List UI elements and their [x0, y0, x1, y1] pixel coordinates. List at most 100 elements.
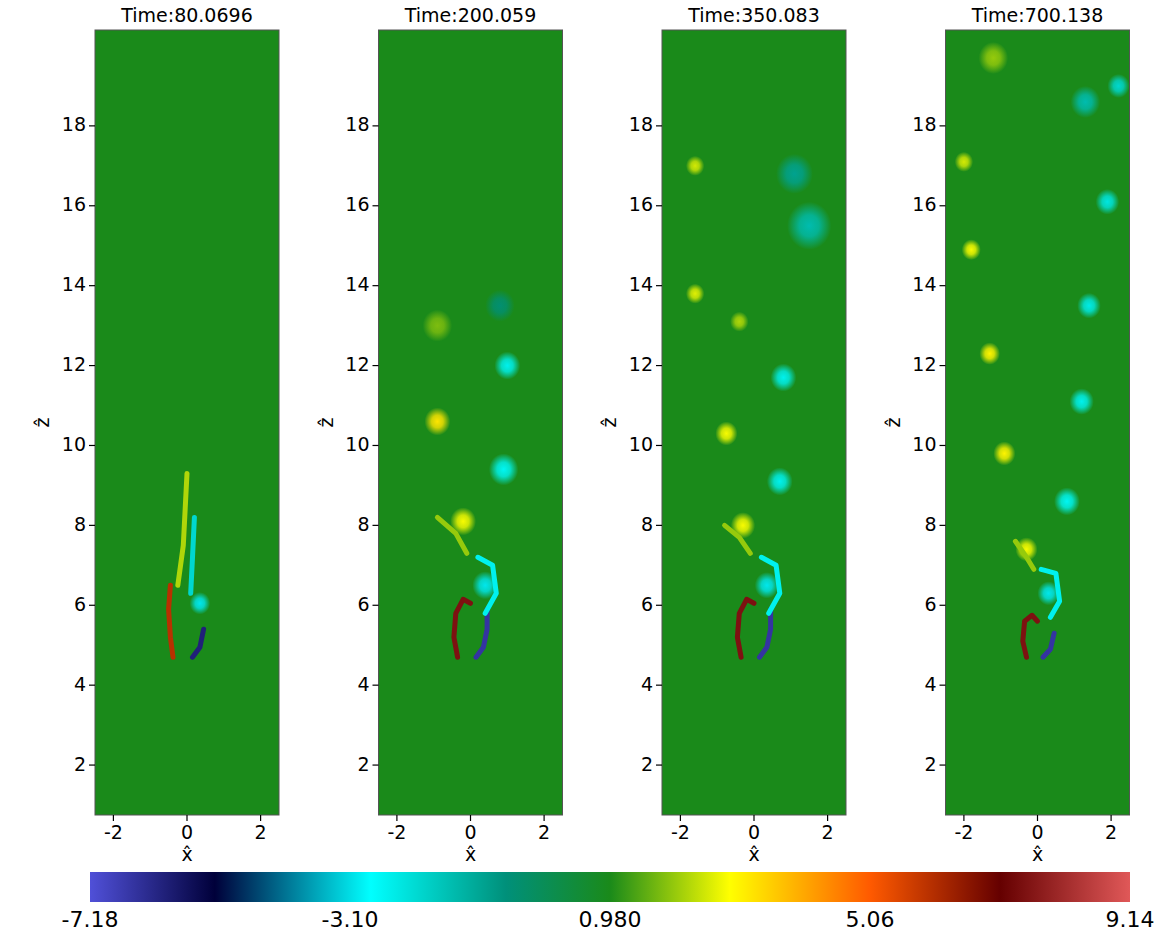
vortex: [1070, 388, 1094, 414]
vortex: [715, 422, 737, 446]
y-tick-label: 14: [629, 273, 653, 295]
vortex: [686, 284, 704, 304]
x-tick-label: 0: [464, 821, 476, 843]
y-tick-label: 2: [357, 753, 369, 775]
colorbar-tick-label: 0.980: [579, 907, 642, 932]
y-axis-title: ẑ: [315, 417, 337, 427]
y-tick: [656, 205, 662, 206]
y-tick: [656, 764, 662, 765]
y-tick: [940, 125, 946, 126]
shear-layer: [169, 585, 173, 657]
y-tick-label: 14: [912, 273, 936, 295]
y-tick: [940, 605, 946, 606]
y-tick-label: 4: [641, 673, 653, 695]
shear-layer: [1043, 633, 1054, 657]
y-tick: [940, 685, 946, 686]
vortex: [787, 202, 831, 250]
y-tick-label: 4: [357, 673, 369, 695]
vortex: [423, 310, 452, 342]
vortex: [979, 42, 1008, 74]
colorbar-tick-label: 9.14: [1106, 907, 1155, 932]
colorbar-tick-label: -3.10: [322, 907, 379, 932]
y-tick: [940, 285, 946, 286]
y-tick: [940, 365, 946, 366]
y-tick-label: 12: [345, 353, 369, 375]
y-tick: [656, 685, 662, 686]
y-tick: [89, 525, 95, 526]
y-axis-title: ẑ: [882, 417, 904, 427]
y-tick: [940, 764, 946, 765]
y-tick-label: 18: [912, 113, 936, 135]
y-tick: [89, 285, 95, 286]
y-tick: [656, 365, 662, 366]
y-tick: [89, 445, 95, 446]
y-tick: [656, 285, 662, 286]
plot-frame: [95, 30, 279, 815]
y-tick: [940, 205, 946, 206]
vortex: [993, 441, 1015, 465]
y-tick: [656, 445, 662, 446]
y-axis-title: ẑ: [31, 417, 53, 427]
x-tick-label: 0: [181, 821, 193, 843]
y-tick-label: 8: [357, 513, 369, 535]
x-tick-label: 0: [1031, 821, 1043, 843]
y-tick-label: 12: [912, 353, 936, 375]
shear-layer: [1041, 569, 1059, 617]
plot-area: [946, 30, 1130, 815]
y-tick-label: 6: [74, 593, 86, 615]
y-tick-label: 14: [62, 273, 86, 295]
vortex: [771, 364, 797, 392]
y-tick: [373, 685, 379, 686]
y-tick-label: 16: [62, 193, 86, 215]
y-tick-label: 18: [62, 113, 86, 135]
plot-frame: [662, 30, 846, 815]
colorbar-tick-label: 5.06: [846, 907, 895, 932]
y-tick-label: 2: [924, 753, 936, 775]
shear-layer: [454, 599, 471, 657]
x-axis-title: x̂: [748, 843, 759, 865]
y-tick-label: 4: [74, 673, 86, 695]
y-tick-label: 16: [912, 193, 936, 215]
vortex: [1096, 189, 1120, 215]
y-tick: [373, 445, 379, 446]
colorbar: [90, 872, 1130, 902]
panel-title: Time:700.138: [971, 4, 1103, 26]
plot-frame: [379, 30, 563, 815]
vortex: [425, 408, 451, 436]
y-tick-label: 2: [641, 753, 653, 775]
shear-layer: [1015, 541, 1033, 569]
y-tick-label: 12: [62, 353, 86, 375]
y-tick-label: 2: [74, 753, 86, 775]
y-tick-label: 18: [345, 113, 369, 135]
panel-title: Time:200.059: [404, 4, 536, 26]
x-axis-title: x̂: [181, 843, 192, 865]
shear-layer: [725, 525, 751, 553]
shear-layer: [1023, 615, 1038, 657]
y-tick: [89, 365, 95, 366]
plot-area: [95, 30, 279, 815]
y-tick-label: 10: [629, 433, 653, 455]
x-tick-label: -2: [104, 821, 123, 843]
y-tick-label: 4: [924, 673, 936, 695]
x-tick-label: 2: [822, 821, 834, 843]
y-tick-label: 6: [641, 593, 653, 615]
x-tick-label: -2: [671, 821, 690, 843]
y-tick-label: 14: [345, 273, 369, 295]
y-tick-label: 16: [629, 193, 653, 215]
vortex: [489, 453, 518, 485]
y-tick-label: 8: [641, 513, 653, 535]
y-tick-label: 10: [912, 433, 936, 455]
shear-layer: [178, 473, 187, 585]
plot-frame: [946, 30, 1130, 815]
y-tick: [656, 125, 662, 126]
panel-title: Time:80.0696: [120, 4, 252, 26]
vortex: [730, 312, 748, 332]
y-tick-label: 16: [345, 193, 369, 215]
x-tick-label: 0: [748, 821, 760, 843]
x-tick-label: 2: [1105, 821, 1117, 843]
shear-layer: [760, 609, 771, 657]
field-background: [946, 30, 1130, 815]
field-background: [95, 30, 279, 815]
y-tick: [940, 445, 946, 446]
y-tick: [89, 605, 95, 606]
